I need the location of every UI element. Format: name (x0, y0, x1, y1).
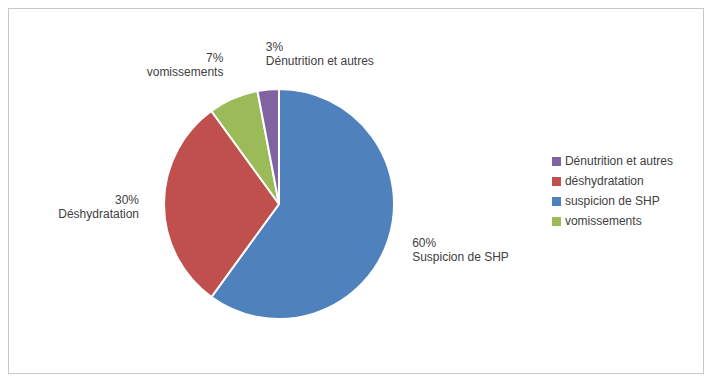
svg-text:7%: 7% (206, 51, 224, 65)
svg-text:60%: 60% (412, 236, 436, 250)
html-text:Dénutrition et autres: Dénutrition et autres (564, 154, 673, 168)
svg-text:Suspicion de SHP: Suspicion de SHP (412, 250, 509, 264)
svg-text:Dénutrition et autres: Dénutrition et autres (266, 54, 374, 68)
svg-text:3%: 3% (266, 40, 284, 54)
svg-text:30%: 30% (115, 193, 139, 207)
svg-text:vomissements: vomissements (147, 65, 224, 79)
html-text:déshydratation: déshydratation (564, 174, 644, 188)
svg-text:Déshydratation: Déshydratation (58, 207, 139, 221)
html-text:suspicion de SHP: suspicion de SHP (564, 194, 660, 208)
html-text:vomissements: vomissements (564, 214, 642, 228)
